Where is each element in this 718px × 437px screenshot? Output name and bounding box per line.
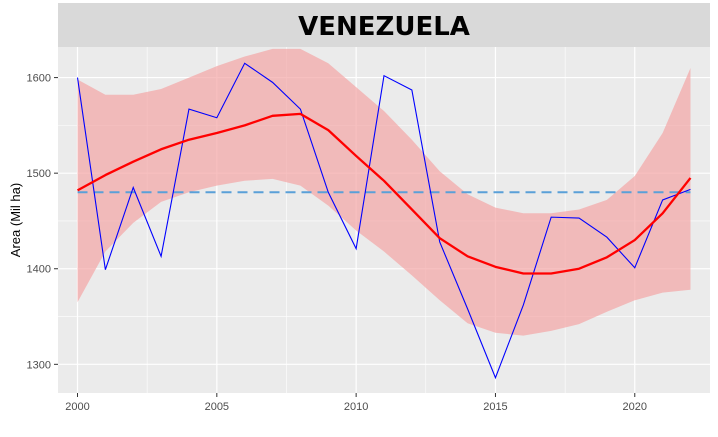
- trend-line: [76, 112, 692, 275]
- y-axis-title: Area (Mil ha): [8, 183, 23, 257]
- x-tick-label: 2005: [205, 401, 229, 413]
- observed-line: [76, 62, 691, 380]
- title-strip: [58, 3, 710, 47]
- x-tick-label: 2000: [65, 401, 89, 413]
- y-tick-label: 1400: [27, 264, 51, 276]
- chart-title: VENEZUELA: [298, 12, 470, 42]
- x-tick-label: 2020: [623, 401, 647, 413]
- y-tick-label: 1300: [27, 359, 51, 371]
- x-axis: 2000 2005 2010 2015 2020: [65, 393, 647, 413]
- x-tick-label: 2015: [483, 401, 507, 413]
- y-tick-label: 1500: [27, 168, 51, 180]
- trend-series: [76, 112, 692, 275]
- x-tick-label: 2010: [344, 401, 368, 413]
- observed-series: [76, 62, 691, 380]
- y-tick-label: 1600: [27, 73, 51, 85]
- y-axis: 1300 1400 1500 1600: [27, 73, 58, 371]
